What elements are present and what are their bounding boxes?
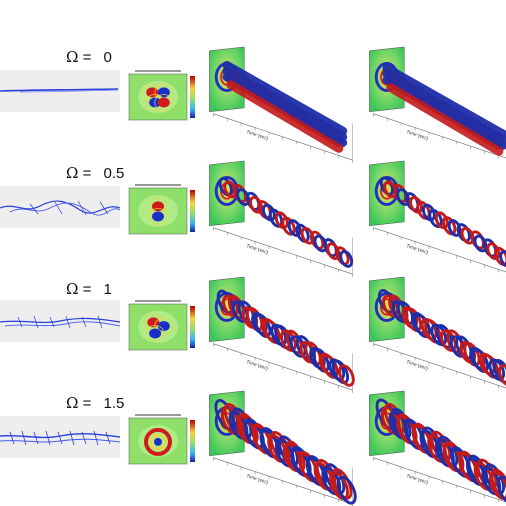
isosurface-plot-b: Time (sec) [369,160,506,273]
omega-label: Ω = 1.5 [66,394,124,412]
contour-plot [128,414,195,465]
streakline-plot [0,315,120,329]
streakline-image [0,70,120,112]
omega-symbol: Ω [66,280,79,298]
equals-sign: = [82,49,92,66]
equals-sign: = [82,165,92,182]
omega-value: 1 [103,281,112,298]
isosurface-plot-b: Time (sec) [369,390,506,505]
omega-symbol: Ω [66,164,79,182]
streakline-image [0,416,120,458]
omega-label: Ω = 0 [66,48,112,66]
equals-sign: = [82,395,92,412]
equals-sign: = [82,281,92,298]
streakline-plot [0,430,120,446]
vorticity-contour-image [125,298,201,354]
vorticity-contour-image [125,412,201,468]
omega-symbol: Ω [66,394,79,412]
streakline-image [0,300,120,342]
isosurface-plot-a: Time (sec) [209,160,354,277]
row-omega-0: Ω = 0 Time (sec) Time (sec) [0,46,506,163]
omega-label: Ω = 1 [66,280,112,298]
streakline-plot [0,200,120,216]
streakline-plot [0,88,119,93]
contour-plot [128,300,195,351]
contour-plot [128,184,195,235]
isosurface-plot-a: Time (sec) [209,390,357,506]
isosurface-plot-a: Time (sec) [209,276,355,393]
row-omega-0-5: Ω = 0.5 Time (sec) Time (sec) [0,160,506,277]
vorticity-contour-image [125,182,201,238]
isosurface-plot-a: Time (sec) [209,46,353,163]
omega-value: 0 [103,49,112,66]
row-omega-1: Ω = 1 Time (sec) Time (sec) [0,276,506,393]
vorticity-contour-image [125,68,201,124]
streakline-image [0,186,120,228]
omega-value: 1.5 [103,395,125,412]
omega-value: 0.5 [103,165,125,182]
isosurface-plot-b: Time (sec) [369,276,506,389]
omega-symbol: Ω [66,48,79,66]
isosurface-plot-b: Time (sec) [369,46,506,159]
contour-plot [128,70,195,121]
omega-label: Ω = 0.5 [66,164,124,182]
row-omega-1-5: Ω = 1.5 Time (sec) Time (sec) [0,390,506,506]
